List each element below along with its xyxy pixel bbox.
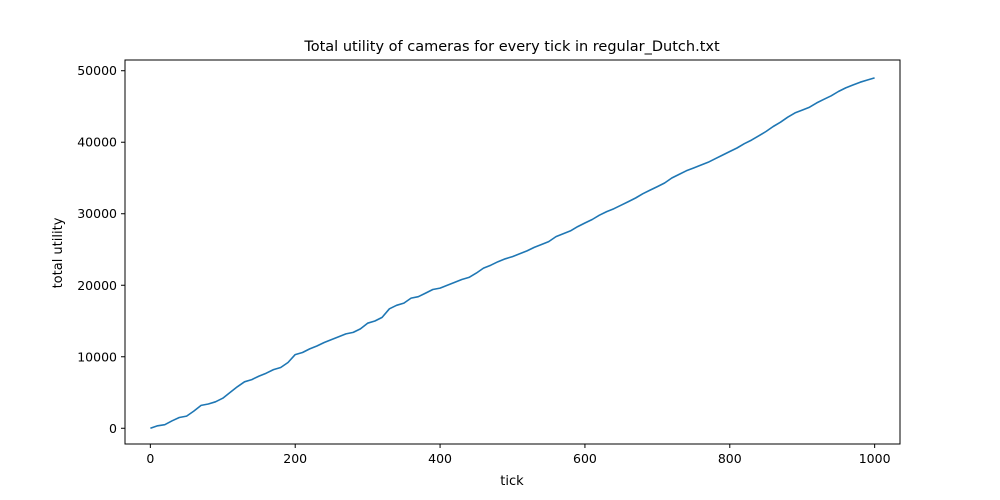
x-tick-label-400: 400 xyxy=(428,451,452,466)
x-tick-label-200: 200 xyxy=(283,451,307,466)
chart-title: Total utility of cameras for every tick … xyxy=(303,39,720,55)
y-tick-label-50000: 50000 xyxy=(77,63,117,78)
y-tick-label-0: 0 xyxy=(109,421,117,436)
y-tick-label-30000: 30000 xyxy=(77,206,117,221)
y-axis-label: total utility xyxy=(51,217,66,288)
axes-frame xyxy=(124,59,901,445)
y-tick-label-40000: 40000 xyxy=(77,135,117,150)
y-tick-label-10000: 10000 xyxy=(77,349,117,364)
x-tick-label-800: 800 xyxy=(718,451,742,466)
x-axis-label: tick xyxy=(500,474,524,489)
x-tick-label-0: 0 xyxy=(146,451,154,466)
series-line-0 xyxy=(150,77,875,430)
plot-area: 0 200 400 600 800 100001000020000300004000050… xyxy=(77,59,901,466)
x-tick-label-1000: 1000 xyxy=(859,451,891,466)
y-tick-label-20000: 20000 xyxy=(77,278,117,293)
x-tick-label-600: 600 xyxy=(573,451,597,466)
